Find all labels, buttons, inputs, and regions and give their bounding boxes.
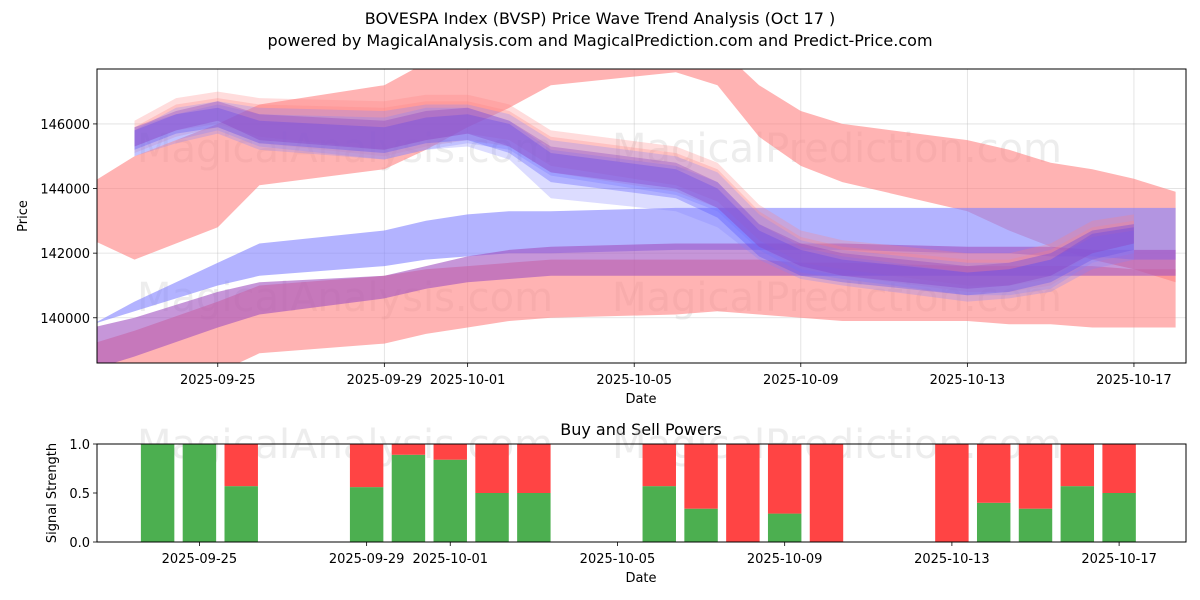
signal-x-tick-label: 2025-10-13 <box>914 552 990 567</box>
price-wave-band <box>134 104 1134 302</box>
buy-power-bar <box>684 508 718 542</box>
buy-power-bar <box>1018 508 1053 542</box>
buy-power-bar <box>976 502 1011 542</box>
price-wave-band <box>134 98 1134 292</box>
signal-y-tick-label: 0.5 <box>69 487 90 502</box>
sell-power-bar <box>1060 444 1095 487</box>
sell-power-bar <box>809 444 844 542</box>
sell-power-bar <box>726 444 760 542</box>
signal-chart-title: Buy and Sell Powers <box>560 420 722 439</box>
buy-power-bar <box>433 459 467 542</box>
sell-power-bar <box>391 444 426 455</box>
price-y-axis-label: Price <box>16 200 31 232</box>
sell-power-bar <box>224 444 258 487</box>
signal-x-tick-label: 2025-09-29 <box>329 552 405 567</box>
price-plot-frame <box>96 68 1187 364</box>
price-wave-band <box>134 91 1134 286</box>
signal-bars <box>140 444 1136 542</box>
chart-subtitle: powered by MagicalAnalysis.com and Magic… <box>267 31 933 50</box>
signal-y-axis-label: Signal Strength <box>45 443 60 543</box>
price-wave-band <box>97 69 1176 283</box>
buy-power-bar <box>140 444 175 542</box>
buy-power-bar <box>182 444 217 542</box>
price-x-tick-label: 2025-10-13 <box>930 373 1006 388</box>
price-x-tick-label: 2025-10-09 <box>763 373 839 388</box>
signal-x-tick-label: 2025-10-17 <box>1081 552 1157 567</box>
sell-power-bar <box>1102 444 1136 493</box>
buy-power-bar <box>1102 493 1136 542</box>
signal-x-axis-label: Date <box>625 571 656 586</box>
price-x-tick-label: 2025-09-25 <box>180 373 256 388</box>
sell-power-bar <box>517 444 551 493</box>
signal-x-tick-label: 2025-10-05 <box>580 552 656 567</box>
buy-power-bar <box>1060 486 1095 542</box>
buy-power-bar <box>475 493 509 542</box>
price-y-tick-label: 142000 <box>40 247 90 262</box>
sell-power-bar <box>475 444 509 493</box>
sell-power-bar <box>935 444 969 542</box>
sell-power-bar <box>349 444 384 488</box>
price-y-tick-label: 144000 <box>40 183 90 198</box>
price-y-tick-label: 140000 <box>40 312 90 327</box>
buy-power-bar <box>224 486 258 542</box>
sell-power-bar <box>684 444 718 509</box>
signal-y-tick-label: 0.0 <box>69 536 90 551</box>
sell-power-bar <box>642 444 676 487</box>
chart-title: BOVESPA Index (BVSP) Price Wave Trend An… <box>364 9 836 28</box>
sell-power-bar <box>767 444 802 514</box>
price-wave-band <box>97 207 1176 323</box>
price-x-axis-label: Date <box>625 392 656 407</box>
price-x-tick-label: 2025-10-17 <box>1096 373 1172 388</box>
buy-power-bar <box>767 513 802 542</box>
price-y-tick-label: 146000 <box>40 118 90 133</box>
sell-power-bar <box>976 444 1011 503</box>
signal-axis-ticks: 2025-09-25 2025-09-29 2025-10-01 2025-10-05… <box>69 438 1157 567</box>
signal-x-tick-label: 2025-10-09 <box>747 552 823 567</box>
buy-power-bar <box>349 487 384 542</box>
price-x-tick-label: 2025-09-29 <box>347 373 423 388</box>
price-axis-ticks: 2025-09-25 2025-09-29 2025-10-01 2025-10-05… <box>40 118 1171 388</box>
signal-y-tick-label: 1.0 <box>69 438 90 453</box>
price-wave-band <box>134 101 1134 289</box>
buy-power-bar <box>642 486 676 542</box>
price-wave-band <box>97 243 1176 363</box>
price-wave-band <box>134 107 1134 296</box>
price-x-tick-label: 2025-10-05 <box>596 373 672 388</box>
price-wave-band <box>134 101 1134 296</box>
buy-power-bar <box>391 454 426 542</box>
sell-power-bar <box>1018 444 1053 509</box>
signal-x-tick-label: 2025-10-01 <box>412 552 488 567</box>
price-bands <box>97 69 1176 363</box>
sell-power-bar <box>433 444 467 460</box>
buy-power-bar <box>517 493 551 542</box>
price-x-tick-label: 2025-10-01 <box>430 373 506 388</box>
signal-x-tick-label: 2025-09-25 <box>162 552 238 567</box>
